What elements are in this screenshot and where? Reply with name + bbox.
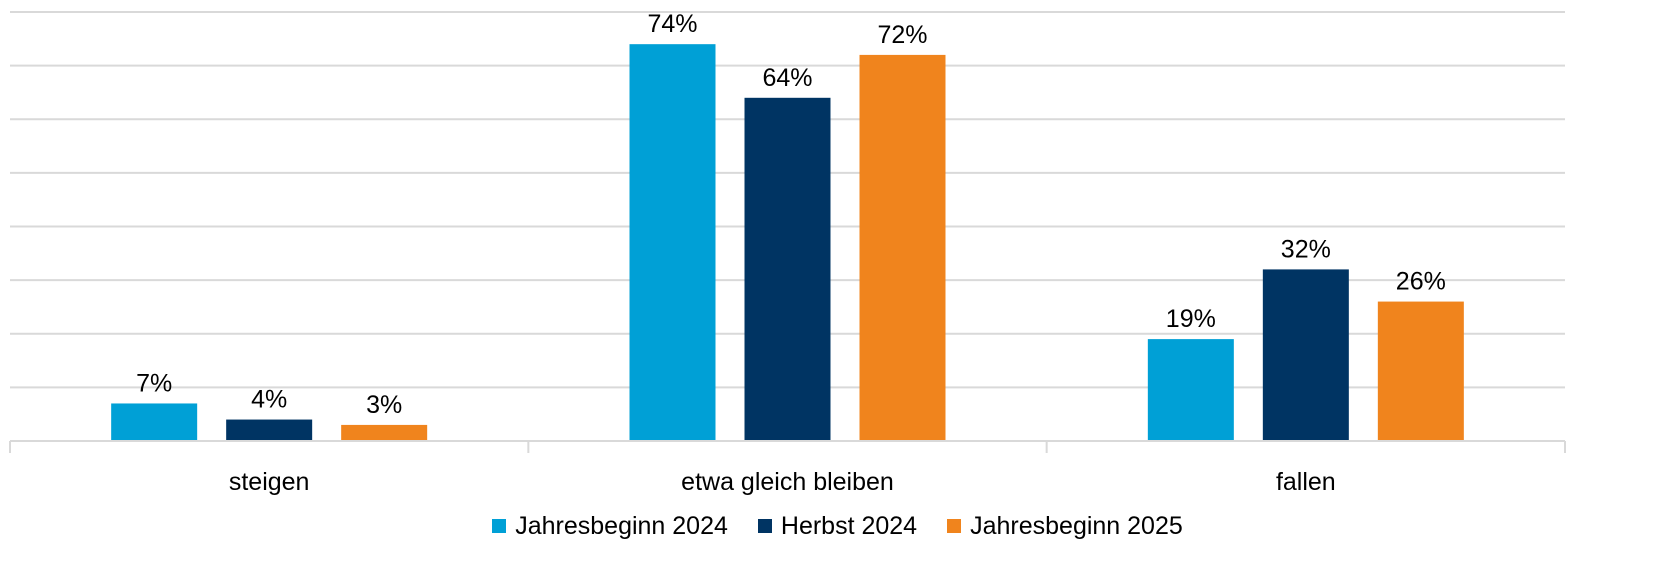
bar	[1377, 301, 1464, 441]
legend-item-herbst-2024: Herbst 2024	[757, 511, 918, 541]
bar	[111, 403, 198, 441]
data-label: 32%	[1281, 235, 1331, 263]
data-label: 72%	[877, 21, 927, 49]
bar	[629, 44, 716, 442]
category-label: etwa gleich bleiben	[681, 468, 894, 496]
category-label: fallen	[1276, 468, 1336, 496]
legend-item-jahresbeginn-2024: Jahresbeginn 2024	[492, 512, 728, 541]
legend-swatch	[757, 519, 772, 533]
data-label: 3%	[366, 391, 402, 419]
bar	[859, 54, 946, 442]
data-label: 4%	[251, 386, 287, 414]
x-axis: steigen etwa gleich bleiben fallen	[9, 440, 1566, 496]
legend-swatch	[947, 519, 962, 533]
data-label: 7%	[136, 369, 172, 397]
data-label: 74%	[647, 10, 697, 38]
data-label: 64%	[762, 64, 812, 92]
bars	[111, 44, 1464, 442]
bar	[1147, 339, 1234, 441]
legend-label: Jahresbeginn 2025	[970, 511, 1183, 540]
bar	[341, 424, 428, 441]
legend: Jahresbeginn 2024 Herbst 2024 Jahresbegi…	[0, 506, 1665, 546]
legend-item-jahresbeginn-2025: Jahresbeginn 2025	[947, 512, 1183, 541]
category-label: steigen	[229, 468, 310, 496]
data-labels: 7% 4% 3% 74% 64% 72% 19% 32% 26%	[136, 10, 1446, 419]
legend-swatch	[492, 519, 507, 533]
bar	[226, 419, 313, 441]
bar	[1262, 269, 1349, 441]
legend-label: Jahresbeginn 2024	[515, 511, 728, 540]
data-label: 19%	[1166, 305, 1216, 333]
legend-label: Herbst 2024	[780, 511, 918, 540]
data-label: 26%	[1396, 268, 1446, 296]
bar	[744, 97, 831, 442]
